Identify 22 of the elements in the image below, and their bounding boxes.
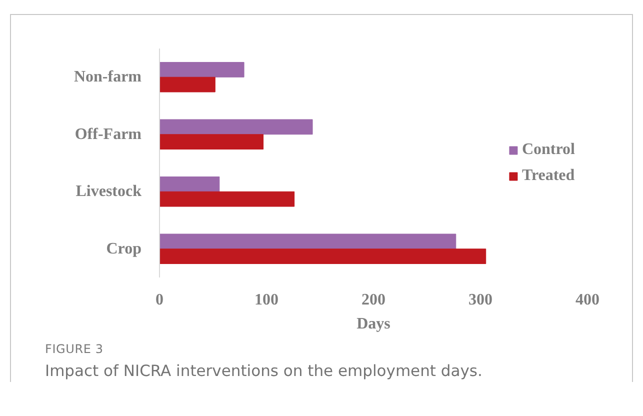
y-tick-label: Crop: [106, 240, 142, 258]
bar: [160, 176, 220, 192]
x-tick-label: 0: [156, 292, 164, 308]
y-tick-label: Non-farm: [74, 68, 142, 86]
x-tick-label: 400: [576, 292, 600, 308]
legend-label: Treated: [522, 166, 575, 184]
text: Impact of NICRA interventions on the employment days.: [45, 361, 482, 382]
y-tick-label: Off-Farm: [74, 126, 142, 143]
y-tick-label: Livestock: [76, 183, 142, 200]
x-axis-title: Days: [356, 316, 390, 332]
bar: [160, 134, 264, 150]
bar: [160, 248, 486, 264]
bar: [160, 119, 313, 135]
x-tick-label: 200: [362, 292, 386, 308]
bar: [160, 234, 456, 250]
x-tick-label: 100: [254, 292, 278, 308]
bar: [160, 62, 244, 78]
bar: [160, 76, 216, 92]
caption: FIGURE 3: [45, 341, 104, 358]
bar: [160, 191, 295, 207]
x-tick-label: 300: [468, 292, 492, 308]
legend-label: Control: [522, 140, 575, 158]
